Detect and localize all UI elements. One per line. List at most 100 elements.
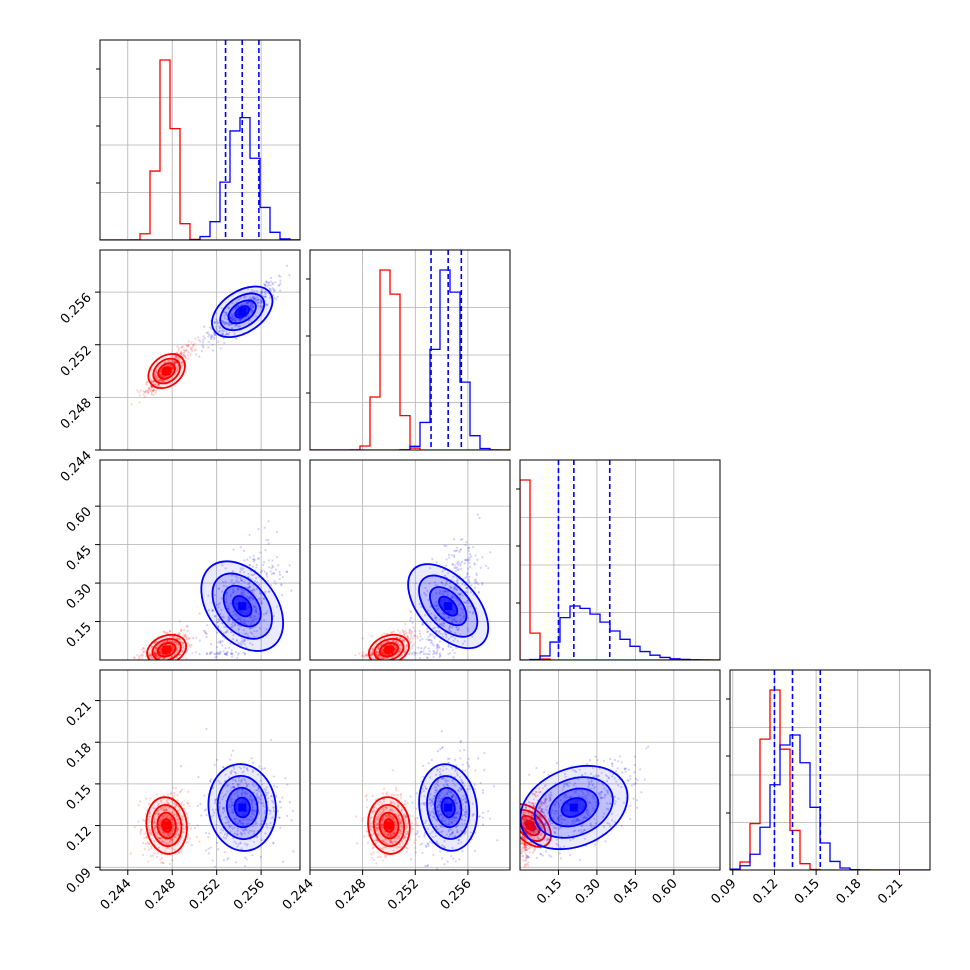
sample-point — [229, 630, 233, 634]
sample-point — [453, 587, 456, 590]
sample-point — [154, 653, 157, 657]
sample-point — [371, 794, 374, 797]
sample-point — [398, 647, 402, 651]
sample-point — [427, 639, 430, 642]
sample-point — [185, 343, 188, 346]
sample-point — [157, 384, 160, 387]
sample-point — [252, 305, 255, 308]
sample-point — [225, 321, 228, 324]
sample-point — [433, 626, 436, 629]
sample-point — [467, 547, 470, 550]
sample-point — [205, 331, 209, 335]
sample-point — [408, 631, 411, 634]
sample-point — [173, 640, 176, 643]
sample-point — [456, 549, 459, 552]
sample-point — [260, 289, 263, 292]
sample-point — [264, 549, 267, 552]
sample-point — [227, 333, 230, 336]
sample-point — [218, 619, 221, 622]
sample-point — [267, 538, 270, 542]
sample-point — [270, 566, 273, 570]
sample-point — [454, 566, 457, 570]
sample-point — [421, 623, 424, 626]
sample-point — [156, 379, 160, 382]
sample-point — [251, 627, 254, 630]
sample-point — [408, 632, 411, 635]
sample-point — [191, 344, 195, 347]
sample-point — [173, 362, 176, 365]
sample-point — [378, 653, 381, 656]
sample-point — [132, 656, 136, 659]
sample-point — [468, 558, 471, 562]
red-contour — [368, 633, 410, 660]
sample-point — [201, 344, 204, 347]
sample-point — [432, 655, 435, 658]
sample-point — [216, 603, 219, 606]
sample-point — [170, 366, 174, 369]
sample-point — [197, 336, 200, 339]
sample-point — [377, 647, 380, 650]
sample-point — [224, 652, 227, 656]
sample-point — [456, 566, 459, 569]
sample-point — [142, 647, 145, 650]
sample-point — [257, 528, 260, 531]
sample-point — [184, 356, 188, 360]
sample-point — [405, 850, 408, 853]
sample-point — [398, 637, 402, 640]
red-peak-bin — [162, 645, 171, 654]
sample-point — [278, 573, 282, 576]
sample-point — [236, 656, 239, 659]
sample-point — [405, 631, 408, 635]
sample-point — [255, 299, 258, 302]
sample-point — [264, 295, 267, 298]
sample-point — [390, 793, 393, 796]
sample-point — [198, 355, 201, 358]
sample-point — [162, 653, 166, 656]
sample-point — [229, 642, 232, 645]
sample-point — [463, 559, 467, 562]
sample-point — [435, 604, 438, 607]
sample-point — [219, 641, 222, 644]
sample-point — [455, 588, 458, 591]
sample-point — [208, 326, 212, 329]
sample-point — [153, 652, 157, 655]
sample-point — [292, 850, 295, 853]
sample-point — [429, 632, 432, 635]
sample-point — [242, 589, 245, 593]
sample-point — [253, 572, 256, 575]
sample-point — [143, 390, 146, 394]
sample-point — [385, 854, 388, 857]
sample-point — [258, 305, 261, 308]
sample-point — [394, 635, 397, 639]
sample-point — [247, 620, 250, 623]
sample-point — [230, 623, 233, 626]
sample-point — [485, 564, 488, 567]
sample-point — [354, 654, 357, 657]
sample-point — [174, 640, 177, 643]
sample-point — [148, 654, 151, 657]
sample-point — [220, 329, 223, 332]
sample-point — [432, 644, 435, 647]
sample-point — [376, 851, 379, 854]
sample-point — [232, 582, 236, 585]
sample-point — [411, 621, 414, 624]
sample-point — [235, 861, 238, 864]
sample-point — [133, 656, 136, 660]
sample-point — [401, 638, 404, 641]
sample-point — [159, 656, 162, 659]
sample-point — [143, 847, 146, 850]
sample-point — [438, 652, 441, 655]
sample-point — [155, 371, 158, 374]
sample-point — [251, 309, 254, 313]
sample-point — [237, 642, 240, 645]
sample-point — [211, 609, 214, 612]
sample-point — [182, 646, 185, 650]
sample-point — [429, 620, 432, 623]
sample-point — [453, 652, 456, 655]
sample-point — [194, 337, 197, 340]
sample-point — [251, 565, 255, 568]
sample-point — [458, 593, 461, 596]
sample-point — [282, 860, 285, 863]
sample-point — [284, 777, 287, 780]
sample-point — [418, 603, 421, 606]
